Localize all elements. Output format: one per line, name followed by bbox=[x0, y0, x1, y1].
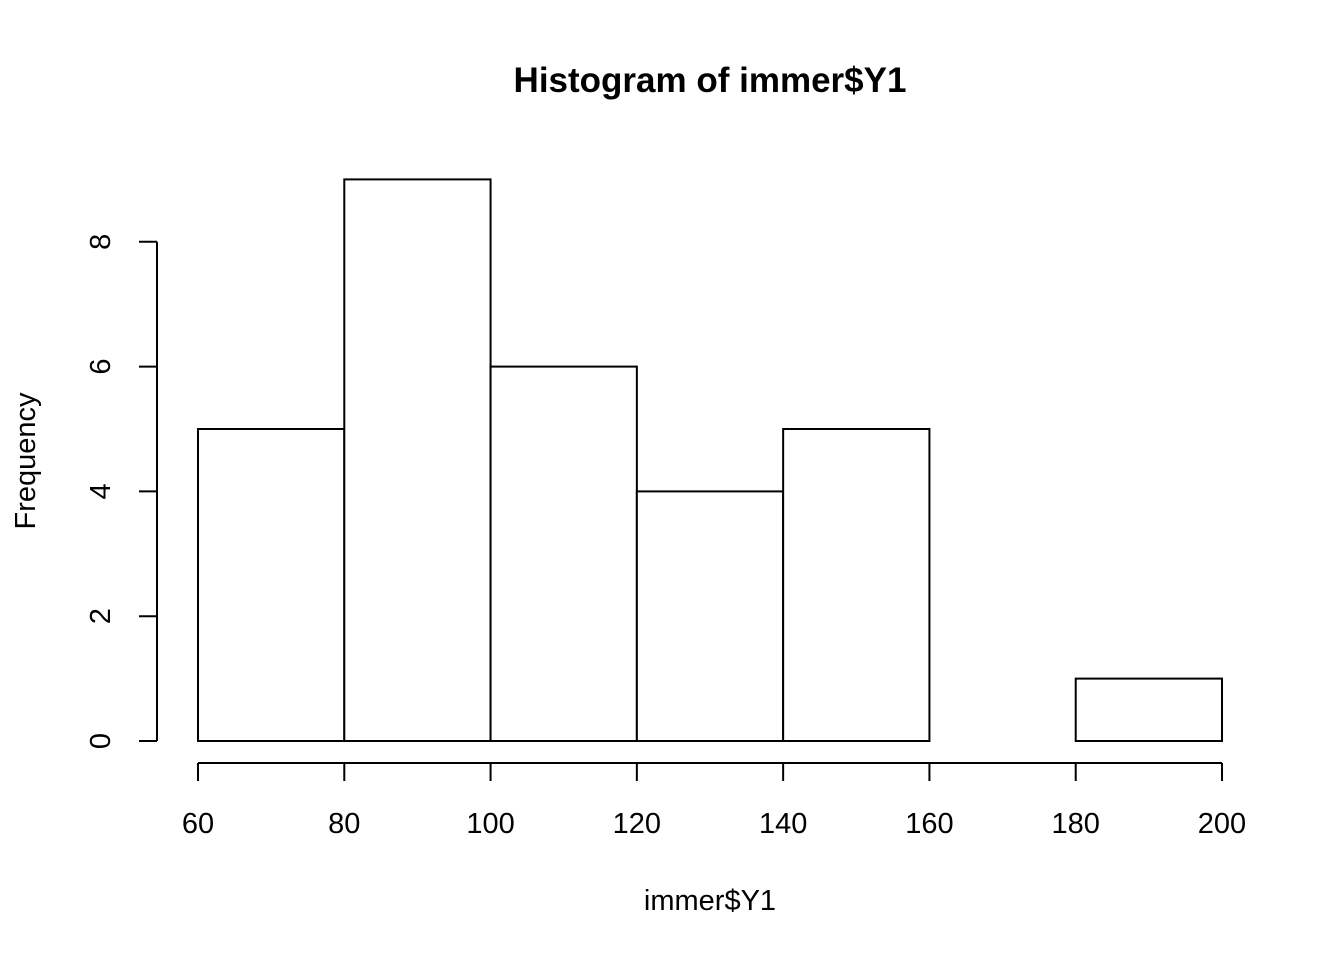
x-tick-label-3: 120 bbox=[613, 808, 661, 840]
x-tick-label-7: 200 bbox=[1198, 808, 1246, 840]
histogram-bar-1 bbox=[343, 178, 492, 742]
y-tick-label-1: 2 bbox=[85, 608, 117, 624]
y-axis-label: Frequency bbox=[10, 392, 42, 530]
y-tick-label-4: 8 bbox=[85, 234, 117, 250]
y-tick-label-3: 6 bbox=[85, 359, 117, 375]
histogram-bar-3 bbox=[635, 490, 785, 742]
histogram-bar-2 bbox=[489, 365, 638, 742]
x-tick-label-5: 160 bbox=[905, 808, 953, 840]
x-tick-label-2: 100 bbox=[466, 808, 514, 840]
x-tick-label-4: 140 bbox=[759, 808, 807, 840]
chart-title: Histogram of immer$Y1 bbox=[514, 61, 907, 100]
histogram-bar-4 bbox=[782, 428, 931, 742]
y-axis: 0 2 4 6 8 bbox=[85, 234, 158, 749]
x-axis-label: immer$Y1 bbox=[644, 885, 776, 917]
y-tick-label-2: 4 bbox=[85, 483, 117, 499]
x-tick-label-1: 80 bbox=[328, 808, 360, 840]
x-tick-label-0: 60 bbox=[182, 808, 214, 840]
histogram-bar-0 bbox=[197, 428, 346, 742]
histogram-bar-6 bbox=[1074, 677, 1223, 742]
x-axis: 60 80 100 120 140 160 180 200 bbox=[182, 762, 1246, 840]
histogram-bars bbox=[197, 178, 1223, 742]
x-tick-label-6: 180 bbox=[1052, 808, 1100, 840]
y-tick-label-0: 0 bbox=[85, 733, 117, 749]
